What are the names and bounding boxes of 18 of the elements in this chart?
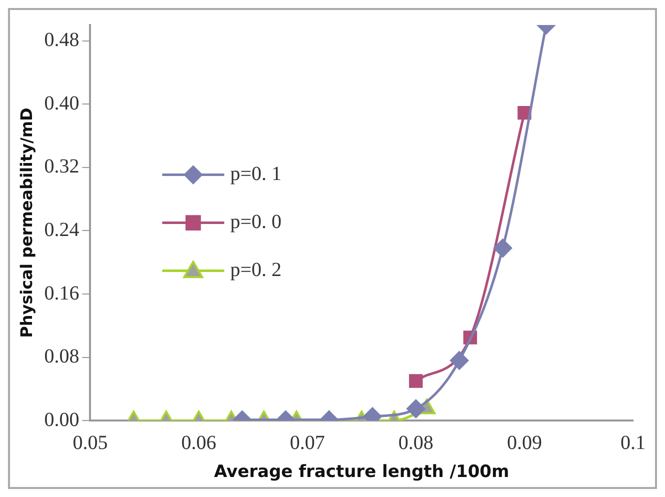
- x-axis-title: Average fracture length /100m: [214, 462, 510, 482]
- y-tick-label: 0.08: [44, 346, 80, 368]
- legend-label: p=0. 0: [230, 211, 282, 234]
- legend-label: p=0. 1: [230, 163, 282, 186]
- y-axis-title: Physical permeability/mD: [16, 108, 36, 338]
- x-tick-label: 0.07: [290, 432, 325, 454]
- y-tick-label: 0.32: [44, 156, 80, 178]
- legend-label: p=0. 2: [230, 259, 282, 282]
- y-tick-label: 0.24: [44, 218, 80, 241]
- y-tick-label: 0.40: [44, 92, 80, 114]
- x-tick-label: 0.08: [398, 432, 434, 454]
- x-tick-label: 0.1: [620, 432, 646, 454]
- y-tick-label: 0.00: [44, 408, 80, 431]
- x-tick-label: 0.06: [181, 432, 216, 454]
- x-tick-label: 0.09: [506, 432, 542, 454]
- x-tick-label: 0.05: [72, 432, 108, 454]
- y-tick-label: 0.16: [44, 282, 80, 304]
- y-tick-label: 0.48: [44, 29, 80, 52]
